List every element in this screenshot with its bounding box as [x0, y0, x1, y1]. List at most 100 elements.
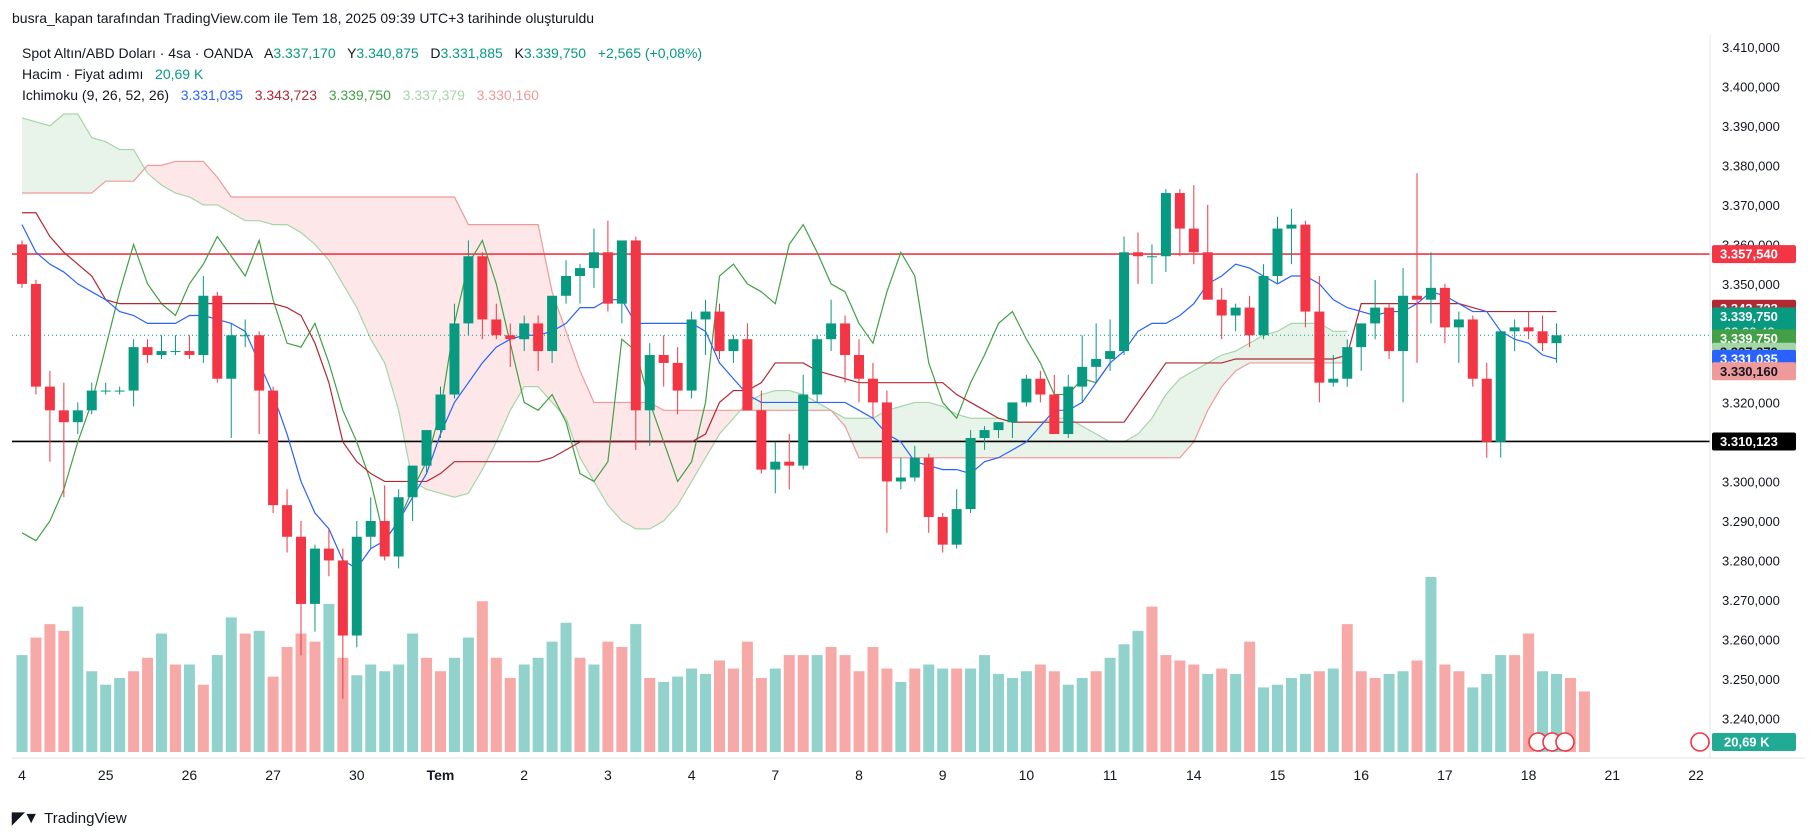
- x-tick-label: 16: [1353, 767, 1369, 783]
- chart-caption: busra_kapan tarafından TradingView.com i…: [12, 10, 595, 26]
- volume-bar: [1062, 684, 1074, 752]
- volume-bar: [1523, 633, 1535, 752]
- volume-bar: [421, 657, 433, 752]
- price-label-6: [1712, 362, 1796, 381]
- x-tick-label: 4: [688, 767, 696, 783]
- candle-body: [44, 386, 55, 411]
- legend-change: +2,565 (+0,08%): [597, 45, 703, 61]
- ichimoku-cloud-segment: [231, 196, 246, 221]
- legend-chikou-value: 3.339,750: [328, 87, 391, 103]
- ichimoku-cloud-segment: [649, 402, 664, 529]
- candle-body: [1398, 295, 1409, 352]
- legend-high-label: Y: [347, 45, 357, 61]
- ichimoku-cloud-segment: [370, 196, 385, 363]
- ichimoku-cloud-segment: [566, 331, 580, 458]
- volume-bar: [1118, 644, 1130, 752]
- legend-symbol[interactable]: Spot Altın/ABD Doları · 4sa · OANDA: [22, 45, 254, 61]
- volume-axis-label-text: 20,69 K: [1724, 735, 1770, 750]
- candle-body: [254, 335, 265, 391]
- candle-body: [170, 351, 181, 353]
- candle-body: [742, 339, 753, 411]
- x-tick-label: 8: [855, 767, 863, 783]
- volume-bar: [1020, 671, 1032, 752]
- x-tick-label: 15: [1270, 767, 1286, 783]
- candle-body: [700, 311, 711, 320]
- ichimoku-cloud-segment: [621, 402, 636, 529]
- volume-bar: [1258, 687, 1270, 752]
- x-tick-label: 21: [1605, 767, 1621, 783]
- legend-ichimoku-label[interactable]: Ichimoku (9, 26, 52, 26): [22, 87, 170, 103]
- volume-bar: [253, 630, 265, 752]
- legend-ichimoku: Ichimoku (9, 26, 52, 26) 3.331,035 3.343…: [22, 87, 539, 103]
- volume-bar: [811, 655, 823, 752]
- volume-bar: [462, 637, 474, 752]
- candle-body: [114, 390, 125, 392]
- ichimoku-cloud-segment: [328, 196, 343, 284]
- candle-body: [58, 410, 69, 423]
- candle-body: [1509, 327, 1520, 332]
- candle-body: [756, 410, 767, 470]
- volume-bar: [1383, 673, 1395, 752]
- ichimoku-span-b-line: [22, 160, 1348, 459]
- volume-bar: [281, 647, 293, 752]
- tradingview-logo[interactable]: ◤▼ TradingView: [12, 808, 127, 828]
- candle-body: [491, 319, 502, 336]
- volume-bar: [616, 647, 628, 752]
- price-label-text-0: 3.357,540: [1720, 247, 1778, 262]
- candle-body: [1202, 252, 1213, 300]
- legend-open-label: A: [264, 45, 274, 61]
- volume-bar: [1090, 671, 1102, 752]
- candle-body: [784, 461, 795, 466]
- volume-bar: [1034, 664, 1046, 752]
- volume-bar: [1174, 660, 1186, 752]
- ichimoku-cloud-segment: [635, 402, 650, 529]
- y-tick-label: 3.300,000: [1722, 474, 1780, 489]
- legend-volume-label[interactable]: Hacim · Fiyat adımı: [22, 66, 144, 82]
- candle-body: [1551, 335, 1562, 344]
- candle-body: [588, 252, 599, 269]
- x-tick-label: 2: [520, 767, 528, 783]
- volume-bar: [825, 647, 837, 752]
- candle-body: [895, 477, 906, 482]
- volume-bar: [169, 664, 181, 752]
- ichimoku-cloud-segment: [496, 224, 511, 442]
- candle-body: [212, 295, 223, 379]
- ichimoku-cloud-segment: [161, 161, 176, 194]
- volume-bar: [867, 647, 879, 752]
- volume-bar: [1411, 660, 1423, 752]
- ichimoku-cloud-segment: [203, 161, 218, 205]
- ichimoku-cloud-segment: [524, 224, 539, 387]
- volume-bar: [58, 630, 70, 752]
- volume-bar: [490, 657, 502, 752]
- volume-bar: [1006, 677, 1018, 752]
- candle-body: [17, 244, 27, 284]
- volume-bar: [1425, 577, 1437, 752]
- y-tick-label: 3.280,000: [1722, 553, 1780, 568]
- ichimoku-cloud-segment: [900, 402, 915, 458]
- ichimoku-cloud-segment: [63, 114, 78, 194]
- volume-bar: [1327, 668, 1339, 752]
- volume-bar: [1188, 664, 1200, 752]
- y-tick-label: 3.380,000: [1722, 158, 1780, 173]
- volume-bar: [560, 622, 572, 752]
- event-flag-icon-axis: [1690, 732, 1710, 752]
- volume-bar: [797, 655, 809, 752]
- volume-bar: [993, 673, 1004, 752]
- ichimoku-cloud-segment: [273, 196, 288, 225]
- volume-bar: [30, 637, 42, 752]
- volume-bar: [755, 677, 767, 752]
- ichimoku-cloud-segment: [384, 196, 399, 411]
- volume-bar: [407, 633, 419, 752]
- x-tick-label: 14: [1186, 767, 1202, 783]
- volume-bar: [937, 668, 949, 752]
- volume-bar: [630, 624, 642, 752]
- volume-bar: [1160, 655, 1172, 752]
- volume-bar: [1313, 671, 1325, 752]
- volume-bar: [211, 655, 223, 752]
- ichimoku-cloud-segment: [1179, 370, 1194, 458]
- candle-body: [184, 351, 195, 356]
- volume-bar: [267, 676, 279, 752]
- volume-bar: [895, 682, 907, 752]
- candle-body: [463, 256, 474, 324]
